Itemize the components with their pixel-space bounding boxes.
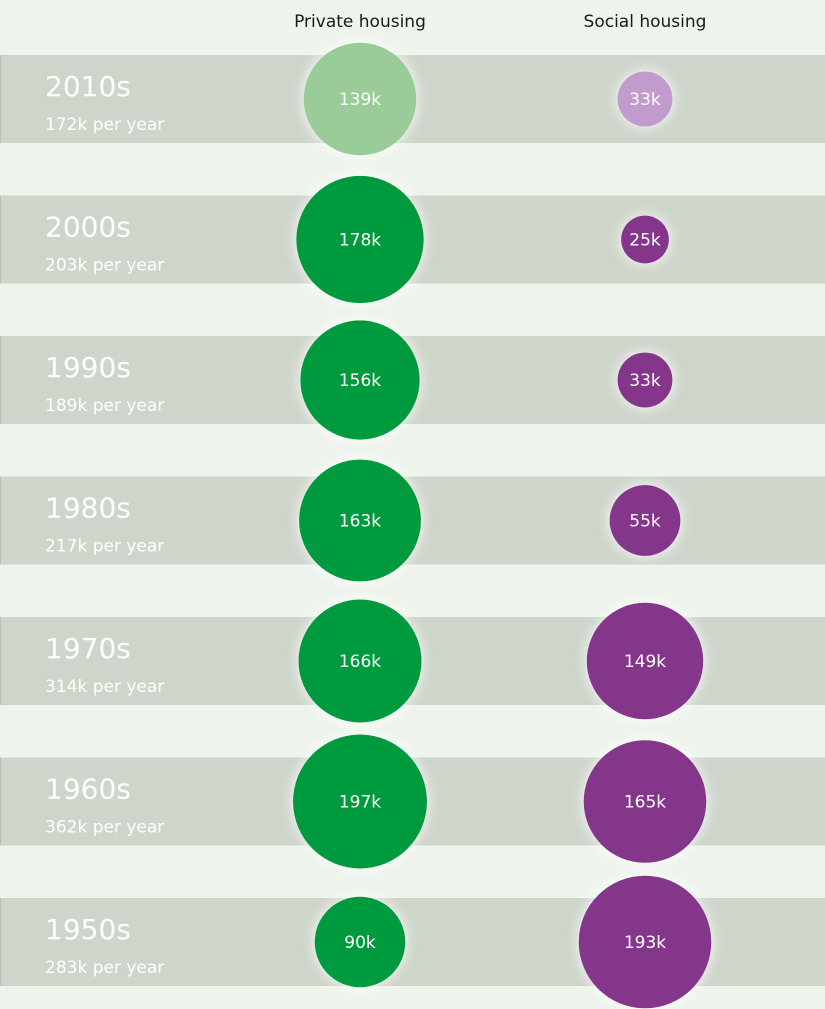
row-title: 2000s <box>45 211 131 244</box>
column-header: Private housing <box>294 12 426 32</box>
value-label: 156k <box>339 371 381 391</box>
value-label: 33k <box>629 371 661 391</box>
value-label: 178k <box>339 231 381 251</box>
bubble <box>296 175 424 304</box>
value-label: 166k <box>339 652 381 672</box>
column-header: Social housing <box>584 12 707 32</box>
value-label: 55k <box>629 512 661 532</box>
value-label: 149k <box>624 652 666 672</box>
row-subtitle: 203k per year <box>45 256 164 276</box>
bubble <box>621 215 669 264</box>
bubble <box>617 352 673 408</box>
bubble <box>583 740 707 863</box>
row-title: 1980s <box>45 492 131 525</box>
bubble <box>293 734 427 869</box>
row-title: 1960s <box>45 773 131 806</box>
bubble <box>303 42 417 156</box>
row-subtitle: 217k per year <box>45 537 164 557</box>
row-subtitle: 314k per year <box>45 677 164 697</box>
bubble <box>314 896 406 988</box>
bubble <box>578 875 712 1009</box>
value-label: 163k <box>339 512 381 532</box>
bubble <box>299 459 421 582</box>
value-label: 90k <box>344 933 376 953</box>
bubble <box>300 320 420 440</box>
row-subtitle: 172k per year <box>45 115 164 135</box>
value-label: 165k <box>624 793 666 813</box>
bubble <box>609 485 681 556</box>
row-title: 1990s <box>45 351 131 384</box>
row-title: 1970s <box>45 632 131 665</box>
value-label: 139k <box>339 90 381 110</box>
row-subtitle: 362k per year <box>45 818 164 838</box>
value-label: 193k <box>624 933 666 953</box>
value-label: 33k <box>629 90 661 110</box>
row-title: 1950s <box>45 913 131 946</box>
bubble <box>617 71 673 127</box>
value-label: 25k <box>629 231 661 251</box>
value-label: 197k <box>339 793 381 813</box>
row-subtitle: 189k per year <box>45 396 164 416</box>
bubble <box>586 602 704 720</box>
row-title: 2010s <box>45 70 131 103</box>
row-subtitle: 283k per year <box>45 958 164 978</box>
bubble <box>298 599 422 723</box>
